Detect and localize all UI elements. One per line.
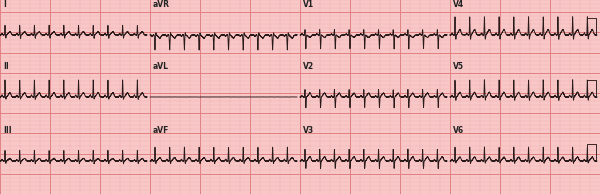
Text: V2: V2 [303, 62, 314, 71]
Text: aVL: aVL [153, 62, 169, 71]
Text: V1: V1 [303, 0, 314, 9]
Text: III: III [3, 126, 11, 135]
Text: II: II [3, 62, 9, 71]
Text: V3: V3 [303, 126, 314, 135]
Text: aVR: aVR [153, 0, 170, 9]
Text: aVF: aVF [153, 126, 169, 135]
Text: V5: V5 [453, 62, 464, 71]
Text: V6: V6 [453, 126, 464, 135]
Text: I: I [3, 0, 6, 9]
Text: V4: V4 [453, 0, 464, 9]
